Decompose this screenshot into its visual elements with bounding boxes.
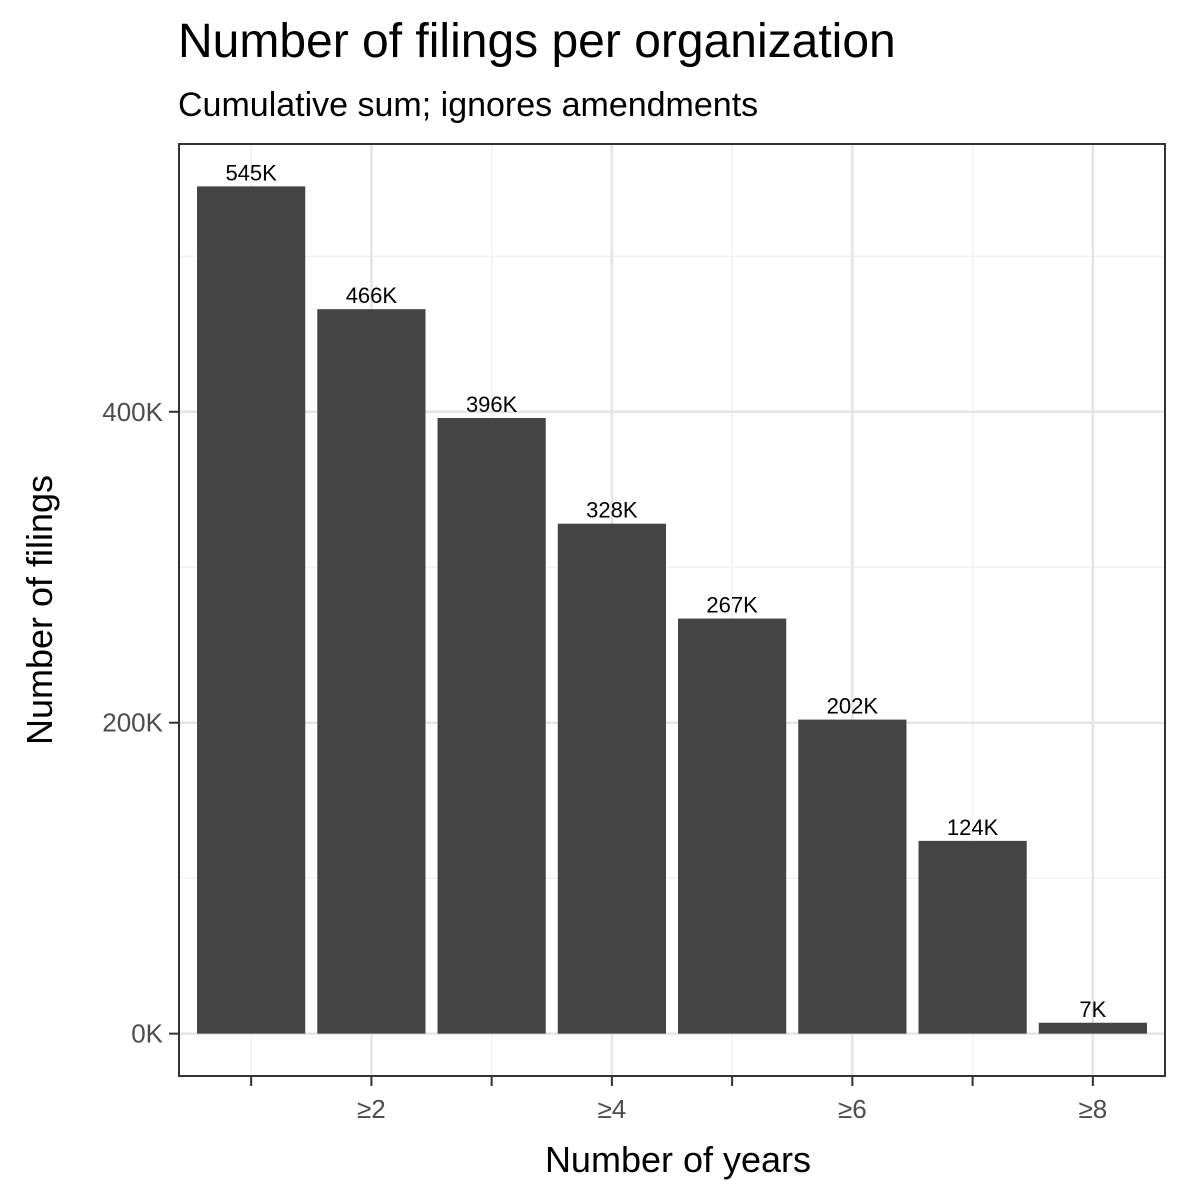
y-tick-label: 400K (102, 397, 163, 427)
x-tick-label: ≥2 (357, 1094, 386, 1124)
bars (197, 186, 1147, 1034)
data-label: 466K (346, 283, 398, 308)
x-tick-label: ≥6 (838, 1094, 867, 1124)
axes: 0K 200K 400K ≥2 ≥4 ≥6 ≥8 (102, 397, 1107, 1124)
bar (918, 840, 1027, 1034)
bar (798, 719, 907, 1034)
chart-title: Number of filings per organization (178, 15, 896, 68)
data-label: 545K (225, 160, 277, 185)
data-labels: 545K 466K 396K 328K 267K 202K 124K 7K (225, 160, 1106, 1021)
bar (317, 309, 426, 1034)
bar (197, 186, 306, 1034)
bar (1038, 1022, 1147, 1034)
x-tick-label: ≥8 (1078, 1094, 1107, 1124)
y-tick-label: 200K (102, 708, 163, 738)
x-tick-label: ≥4 (598, 1094, 627, 1124)
y-axis-title: Number of filings (19, 475, 60, 745)
chart-subtitle: Cumulative sum; ignores amendments (178, 86, 759, 124)
x-axis-title: Number of years (545, 1139, 811, 1180)
bar (678, 618, 787, 1034)
data-label: 124K (947, 815, 999, 840)
panel-border (178, 143, 1166, 1077)
data-label: 267K (706, 593, 758, 618)
data-label: 328K (586, 498, 638, 523)
data-label: 202K (827, 694, 879, 719)
bar (437, 418, 546, 1034)
bar (557, 523, 666, 1034)
data-label: 7K (1079, 997, 1106, 1022)
data-label: 396K (466, 392, 518, 417)
y-tick-label: 0K (131, 1019, 163, 1049)
